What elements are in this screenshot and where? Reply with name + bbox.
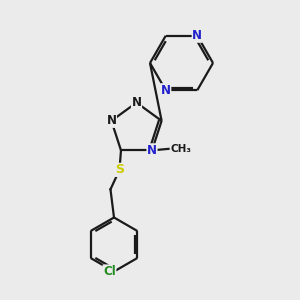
- Text: S: S: [115, 164, 124, 176]
- Text: N: N: [131, 96, 142, 109]
- Text: N: N: [106, 114, 116, 127]
- Text: N: N: [161, 84, 171, 97]
- Text: CH₃: CH₃: [171, 144, 192, 154]
- Text: N: N: [192, 29, 202, 42]
- Text: N: N: [147, 144, 157, 157]
- Text: Cl: Cl: [103, 265, 116, 278]
